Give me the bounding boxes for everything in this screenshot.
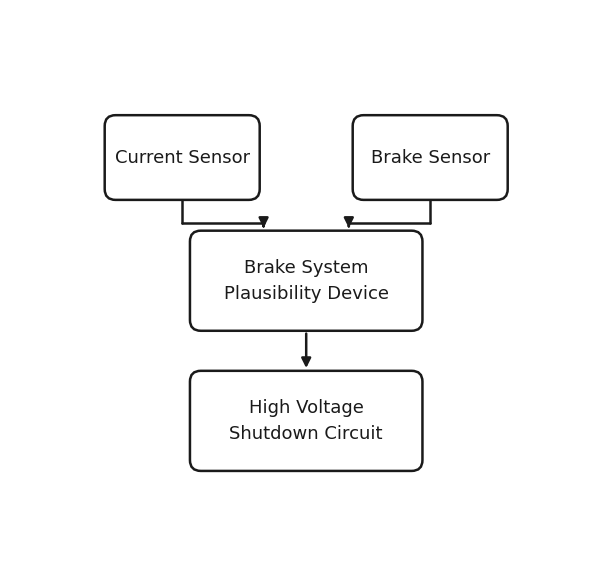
Text: Brake System
Plausibility Device: Brake System Plausibility Device — [224, 259, 389, 303]
Text: Brake Sensor: Brake Sensor — [371, 148, 490, 166]
FancyBboxPatch shape — [353, 115, 507, 200]
FancyBboxPatch shape — [105, 115, 259, 200]
Text: Current Sensor: Current Sensor — [114, 148, 250, 166]
FancyBboxPatch shape — [190, 230, 423, 331]
Text: High Voltage
Shutdown Circuit: High Voltage Shutdown Circuit — [229, 398, 383, 443]
FancyBboxPatch shape — [190, 371, 423, 471]
